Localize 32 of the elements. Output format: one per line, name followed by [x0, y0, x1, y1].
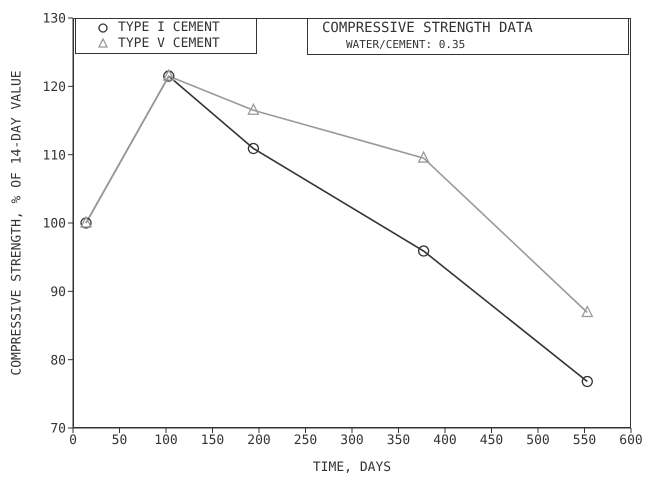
x-tick-label: 350: [386, 433, 410, 448]
x-tick-label: 100: [154, 433, 178, 448]
x-tick-label: 250: [294, 433, 318, 448]
x-axis-title: TIME, DAYS: [312, 460, 392, 475]
x-tick-label: 50: [112, 433, 128, 448]
point: [418, 245, 430, 257]
point: [248, 142, 260, 154]
x-tick-label: 450: [480, 433, 504, 448]
x-tick-label: 500: [526, 433, 550, 448]
y-tick-label: 90: [50, 284, 66, 300]
x-tick-label: 0: [69, 433, 77, 448]
y-tick-label: 80: [50, 353, 66, 368]
legend-label: TYPE V CEMENT: [118, 36, 220, 52]
legend-label: TYPE I CEMENT: [118, 20, 220, 36]
x-tick-label: 550: [572, 433, 596, 448]
chart-title: COMPRESSIVE STRENGTH DATA: [322, 20, 534, 36]
y-tick-label: 130: [42, 12, 66, 27]
point: [248, 104, 260, 115]
x-tick-label: 400: [433, 433, 457, 448]
y-axis-title: COMPRESSIVE STRENGTH, % OF 14-DAY VALUE: [10, 70, 25, 376]
x-tick-label: 600: [619, 433, 643, 448]
point: [582, 376, 593, 388]
y-tick-label: 70: [50, 422, 66, 437]
point: [582, 306, 593, 318]
title-box: COMPRESSIVE STRENGTH DATA WATER/CEMENT: 0.35: [307, 18, 629, 55]
x-tick-label: 200: [247, 433, 271, 448]
y-tick-label: 110: [42, 148, 66, 164]
point: [418, 151, 430, 163]
y-tick-label: 120: [42, 80, 66, 95]
x-tick-label: 300: [340, 433, 364, 448]
y-tick-label: 100: [42, 216, 66, 232]
x-tick-label: 150: [200, 433, 224, 448]
